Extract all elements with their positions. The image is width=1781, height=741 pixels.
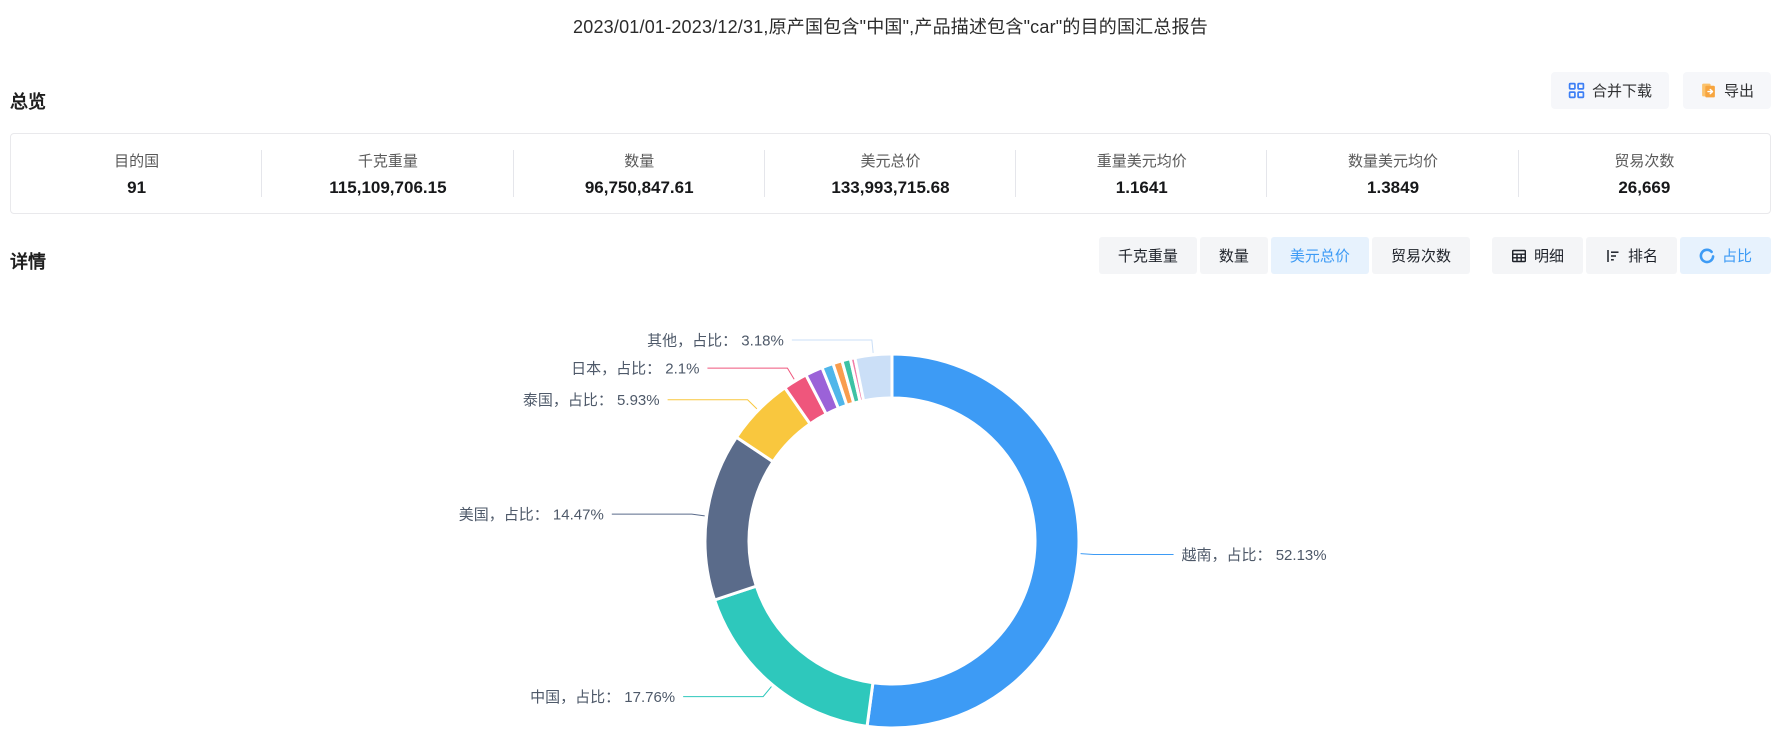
stat-value: 115,109,706.15 [329, 177, 447, 197]
page-title: 2023/01/01-2023/12/31,原产国包含"中国",产品描述包含"c… [573, 17, 1208, 37]
details-tabs-row: 千克重量 数量 美元总价 贸易次数 明细 [1098, 237, 1771, 274]
tab-ratio-view[interactable]: 占比 [1679, 237, 1771, 274]
overview-stats-bar: 目的国 91 千克重量 115,109,706.15 数量 96,750,847… [10, 133, 1771, 214]
tab-quantity[interactable]: 数量 [1199, 237, 1268, 274]
stat-label: 美元总价 [860, 152, 921, 170]
stat-kg-weight: 千克重量 115,109,706.15 [262, 134, 514, 213]
tab-label: 排名 [1627, 248, 1658, 265]
pie-label-line-中国 [683, 686, 772, 698]
pie-label-line-日本 [707, 367, 795, 380]
stat-value: 1.1641 [1115, 177, 1168, 197]
pie-icon [1699, 248, 1715, 264]
pie-label-line-其他 [791, 339, 874, 353]
pie-label-日本: 日本，占比： 2.1% [571, 361, 699, 378]
stat-usd-per-weight: 重量美元均价 1.1641 [1016, 134, 1268, 213]
table-icon [1511, 248, 1527, 264]
pie-slice-美国[interactable] [703, 435, 776, 602]
stat-label: 数量美元均价 [1348, 152, 1439, 170]
tab-kg-weight[interactable]: 千克重量 [1098, 237, 1197, 274]
tab-usd-total[interactable]: 美元总价 [1270, 237, 1369, 274]
tab-label: 美元总价 [1289, 248, 1350, 265]
export-button[interactable]: 导出 [1682, 72, 1771, 109]
merge-download-button[interactable]: 合并下载 [1550, 72, 1669, 109]
tab-label: 数量 [1218, 248, 1249, 265]
stat-value: 91 [127, 177, 147, 197]
stat-label: 贸易次数 [1614, 152, 1675, 170]
tab-ranking-view[interactable]: 排名 [1585, 237, 1677, 274]
overview-heading: 总览 [10, 92, 46, 112]
pie-label-line-越南 [1080, 553, 1174, 556]
tab-label: 千克重量 [1117, 248, 1178, 265]
ranking-icon [1605, 248, 1621, 264]
file-export-icon [1700, 82, 1717, 99]
pie-label-越南: 越南，占比： 52.13% [1182, 547, 1327, 564]
stat-value: 133,993,715.68 [831, 177, 950, 197]
tab-detail-view[interactable]: 明细 [1491, 237, 1583, 274]
tab-label: 明细 [1533, 248, 1564, 265]
header-actions: 合并下载 导出 [1550, 72, 1771, 109]
pie-label-line-泰国 [667, 399, 758, 410]
details-heading: 详情 [10, 252, 46, 272]
tab-trade-count[interactable]: 贸易次数 [1371, 237, 1470, 274]
merge-download-label: 合并下载 [1591, 83, 1652, 100]
stat-value: 1.3849 [1367, 177, 1420, 197]
stat-usd-total: 美元总价 133,993,715.68 [765, 134, 1017, 213]
pie-label-line-美国 [611, 513, 705, 517]
stat-value: 96,750,847.61 [584, 177, 694, 197]
stat-value: 26,669 [1618, 177, 1671, 197]
tab-label: 贸易次数 [1390, 248, 1451, 265]
pie-slice-其他[interactable] [853, 352, 894, 403]
donut-chart: 越南，占比： 52.13% 中国，占比： 17.76% 美国，占比： 14.47% 泰… [459, 333, 1327, 730]
stat-trade-count: 贸易次数 26,669 [1519, 134, 1770, 213]
tab-label: 占比 [1721, 248, 1752, 265]
stat-quantity: 数量 96,750,847.61 [514, 134, 766, 213]
merge-grid-icon [1568, 82, 1585, 99]
pie-slice-越南[interactable] [865, 352, 1081, 730]
stat-usd-per-quantity: 数量美元均价 1.3849 [1267, 134, 1519, 213]
export-label: 导出 [1723, 83, 1754, 100]
stat-label: 数量 [624, 152, 655, 170]
stat-label: 千克重量 [357, 152, 418, 170]
donut-chart-area: 越南，占比： 52.13% 中国，占比： 17.76% 美国，占比： 14.47% 泰… [0, 280, 1781, 741]
pie-label-泰国: 泰国，占比： 5.93% [523, 392, 660, 409]
pie-slice-中国[interactable] [712, 584, 875, 729]
stat-label: 目的国 [114, 152, 160, 170]
stat-destination-countries: 目的国 91 [11, 134, 263, 213]
pie-label-中国: 中国，占比： 17.76% [530, 689, 675, 706]
stat-label: 重量美元均价 [1096, 152, 1187, 170]
pie-label-美国: 美国，占比： 14.47% [459, 507, 604, 524]
pie-label-其他: 其他，占比： 3.18% [647, 333, 784, 350]
